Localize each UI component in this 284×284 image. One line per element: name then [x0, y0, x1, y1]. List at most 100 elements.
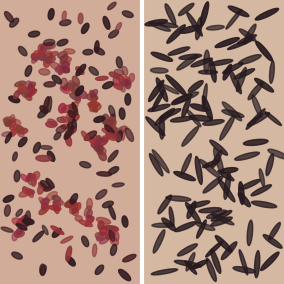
Ellipse shape [195, 156, 202, 184]
Ellipse shape [50, 52, 58, 56]
Ellipse shape [210, 60, 216, 82]
Ellipse shape [27, 190, 34, 195]
Ellipse shape [206, 258, 216, 281]
Ellipse shape [43, 59, 50, 67]
Ellipse shape [178, 3, 194, 16]
Ellipse shape [3, 195, 14, 202]
Ellipse shape [119, 108, 125, 119]
Ellipse shape [252, 201, 277, 208]
Ellipse shape [210, 59, 233, 66]
Bar [0, 0, 141, 284]
Ellipse shape [188, 201, 210, 208]
Ellipse shape [178, 244, 197, 256]
Ellipse shape [70, 194, 78, 204]
Ellipse shape [182, 97, 190, 117]
Ellipse shape [63, 66, 70, 73]
Ellipse shape [59, 66, 65, 75]
Ellipse shape [45, 57, 55, 63]
Ellipse shape [151, 269, 178, 275]
Ellipse shape [90, 105, 101, 112]
Ellipse shape [38, 109, 47, 118]
Ellipse shape [149, 22, 170, 31]
Ellipse shape [69, 204, 81, 210]
Ellipse shape [116, 23, 122, 31]
Ellipse shape [97, 233, 106, 241]
Ellipse shape [76, 64, 86, 76]
Ellipse shape [269, 222, 280, 240]
Ellipse shape [97, 148, 102, 154]
Ellipse shape [89, 103, 97, 112]
Ellipse shape [228, 39, 253, 49]
Ellipse shape [202, 84, 207, 109]
Ellipse shape [21, 174, 29, 182]
Ellipse shape [78, 13, 83, 24]
Ellipse shape [66, 110, 75, 118]
Ellipse shape [83, 49, 93, 55]
Ellipse shape [62, 105, 73, 112]
Ellipse shape [218, 179, 235, 202]
Ellipse shape [263, 235, 282, 248]
Ellipse shape [151, 68, 168, 73]
Ellipse shape [149, 154, 163, 176]
Ellipse shape [96, 190, 107, 199]
Ellipse shape [223, 64, 232, 80]
Ellipse shape [196, 17, 202, 39]
Ellipse shape [33, 231, 44, 242]
Ellipse shape [54, 132, 61, 140]
Ellipse shape [189, 115, 212, 121]
Ellipse shape [84, 206, 91, 216]
Ellipse shape [114, 70, 124, 75]
Ellipse shape [53, 202, 59, 214]
Ellipse shape [174, 172, 195, 181]
Ellipse shape [98, 146, 106, 155]
Ellipse shape [51, 226, 64, 235]
Ellipse shape [254, 251, 260, 278]
Ellipse shape [49, 206, 61, 210]
Ellipse shape [220, 168, 238, 173]
Ellipse shape [5, 12, 14, 22]
Ellipse shape [185, 202, 201, 224]
Ellipse shape [160, 109, 181, 118]
Ellipse shape [19, 220, 31, 226]
Ellipse shape [85, 217, 94, 226]
Ellipse shape [10, 18, 19, 27]
Ellipse shape [113, 230, 119, 241]
Ellipse shape [97, 138, 108, 146]
Ellipse shape [53, 200, 60, 210]
Ellipse shape [117, 126, 127, 134]
Ellipse shape [244, 24, 256, 44]
Ellipse shape [82, 131, 89, 141]
Ellipse shape [108, 150, 118, 162]
Ellipse shape [204, 50, 210, 73]
Ellipse shape [166, 196, 191, 201]
Ellipse shape [28, 89, 37, 97]
Ellipse shape [106, 233, 115, 239]
Ellipse shape [153, 230, 165, 253]
Ellipse shape [112, 134, 120, 139]
Ellipse shape [28, 178, 36, 185]
Ellipse shape [212, 214, 234, 225]
Ellipse shape [200, 2, 209, 27]
Ellipse shape [12, 152, 17, 161]
Ellipse shape [16, 224, 27, 230]
Ellipse shape [75, 93, 81, 103]
Ellipse shape [175, 222, 197, 232]
Ellipse shape [235, 152, 260, 160]
Ellipse shape [103, 201, 113, 208]
Ellipse shape [28, 82, 36, 87]
Ellipse shape [86, 216, 94, 222]
Ellipse shape [116, 131, 122, 142]
Ellipse shape [75, 216, 82, 221]
Ellipse shape [221, 242, 237, 260]
Ellipse shape [9, 96, 20, 103]
Ellipse shape [69, 83, 76, 93]
Ellipse shape [251, 185, 272, 196]
Ellipse shape [66, 246, 72, 261]
Ellipse shape [28, 31, 40, 37]
Ellipse shape [100, 226, 107, 235]
Ellipse shape [187, 201, 196, 219]
Ellipse shape [59, 103, 66, 113]
Ellipse shape [108, 167, 119, 174]
Ellipse shape [125, 128, 133, 141]
Ellipse shape [12, 231, 18, 241]
